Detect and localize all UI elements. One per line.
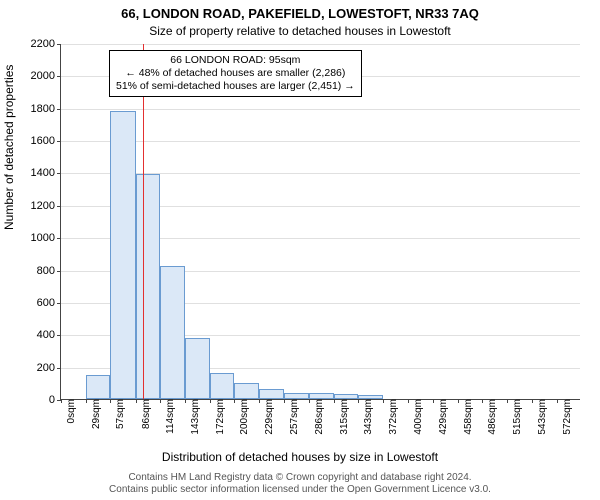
plot-area: 0200400600800100012001400160018002000220…	[60, 44, 580, 400]
xtick-mark	[61, 399, 62, 403]
xtick-mark	[433, 399, 434, 403]
xtick-label: 229sqm	[262, 399, 275, 435]
xtick-mark	[507, 399, 508, 403]
ytick-label: 600	[37, 297, 61, 309]
ytick-label: 2200	[31, 38, 61, 50]
xtick-mark	[334, 399, 335, 403]
xtick-label: 315sqm	[337, 399, 350, 435]
xtick-label: 343sqm	[361, 399, 374, 435]
xtick-label: 458sqm	[461, 399, 474, 435]
x-axis-label: Distribution of detached houses by size …	[0, 450, 600, 464]
xtick-label: 0sqm	[64, 399, 77, 423]
histogram-bar	[160, 266, 185, 399]
xtick-label: 572sqm	[560, 399, 573, 435]
xtick-label: 86sqm	[139, 399, 152, 429]
xtick-mark	[309, 399, 310, 403]
xtick-label: 200sqm	[237, 399, 250, 435]
xtick-mark	[86, 399, 87, 403]
xtick-mark	[458, 399, 459, 403]
xtick-mark	[358, 399, 359, 403]
annotation-line3: 51% of semi-detached houses are larger (…	[116, 80, 355, 93]
xtick-mark	[482, 399, 483, 403]
histogram-bar	[259, 389, 283, 399]
xtick-mark	[234, 399, 235, 403]
xtick-label: 543sqm	[535, 399, 548, 435]
annotation-line2: ← 48% of detached houses are smaller (2,…	[116, 67, 355, 80]
xtick-mark	[284, 399, 285, 403]
xtick-mark	[557, 399, 558, 403]
y-axis-label: Number of detached properties	[2, 65, 16, 230]
footer: Contains HM Land Registry data © Crown c…	[0, 472, 600, 496]
chart-title-main: 66, LONDON ROAD, PAKEFIELD, LOWESTOFT, N…	[0, 6, 600, 21]
ytick-label: 1000	[31, 232, 61, 244]
histogram-bar	[210, 373, 234, 399]
xtick-label: 143sqm	[188, 399, 201, 435]
xtick-label: 372sqm	[386, 399, 399, 435]
xtick-mark	[110, 399, 111, 403]
ytick-label: 800	[37, 265, 61, 277]
xtick-mark	[383, 399, 384, 403]
xtick-label: 486sqm	[485, 399, 498, 435]
xtick-label: 29sqm	[89, 399, 102, 429]
marker-line	[143, 44, 144, 399]
ytick-label: 2000	[31, 70, 61, 82]
ytick-label: 200	[37, 362, 61, 374]
xtick-mark	[185, 399, 186, 403]
histogram-bar	[86, 375, 110, 399]
xtick-label: 515sqm	[510, 399, 523, 435]
xtick-mark	[408, 399, 409, 403]
ytick-label: 400	[37, 329, 61, 341]
ytick-label: 1400	[31, 167, 61, 179]
ytick-label: 1200	[31, 200, 61, 212]
xtick-label: 114sqm	[163, 399, 176, 434]
footer-line2: Contains public sector information licen…	[0, 484, 600, 496]
xtick-label: 286sqm	[312, 399, 325, 435]
bars-layer	[61, 44, 580, 399]
annotation-line1: 66 LONDON ROAD: 95sqm	[116, 54, 355, 67]
ytick-label: 0	[49, 394, 61, 406]
footer-line1: Contains HM Land Registry data © Crown c…	[0, 472, 600, 484]
xtick-mark	[160, 399, 161, 403]
xtick-mark	[136, 399, 137, 403]
histogram-bar	[234, 383, 259, 399]
chart-title-sub: Size of property relative to detached ho…	[0, 24, 600, 38]
xtick-label: 172sqm	[213, 399, 226, 435]
xtick-mark	[259, 399, 260, 403]
chart-container: 66, LONDON ROAD, PAKEFIELD, LOWESTOFT, N…	[0, 0, 600, 500]
ytick-label: 1800	[31, 103, 61, 115]
histogram-bar	[110, 111, 135, 399]
xtick-mark	[210, 399, 211, 403]
xtick-label: 400sqm	[411, 399, 424, 435]
xtick-label: 429sqm	[436, 399, 449, 435]
xtick-mark	[532, 399, 533, 403]
annotation-box: 66 LONDON ROAD: 95sqm ← 48% of detached …	[109, 50, 362, 97]
xtick-label: 257sqm	[287, 399, 300, 435]
xtick-label: 57sqm	[113, 399, 126, 429]
histogram-bar	[136, 174, 160, 399]
histogram-bar	[185, 338, 210, 399]
ytick-label: 1600	[31, 135, 61, 147]
